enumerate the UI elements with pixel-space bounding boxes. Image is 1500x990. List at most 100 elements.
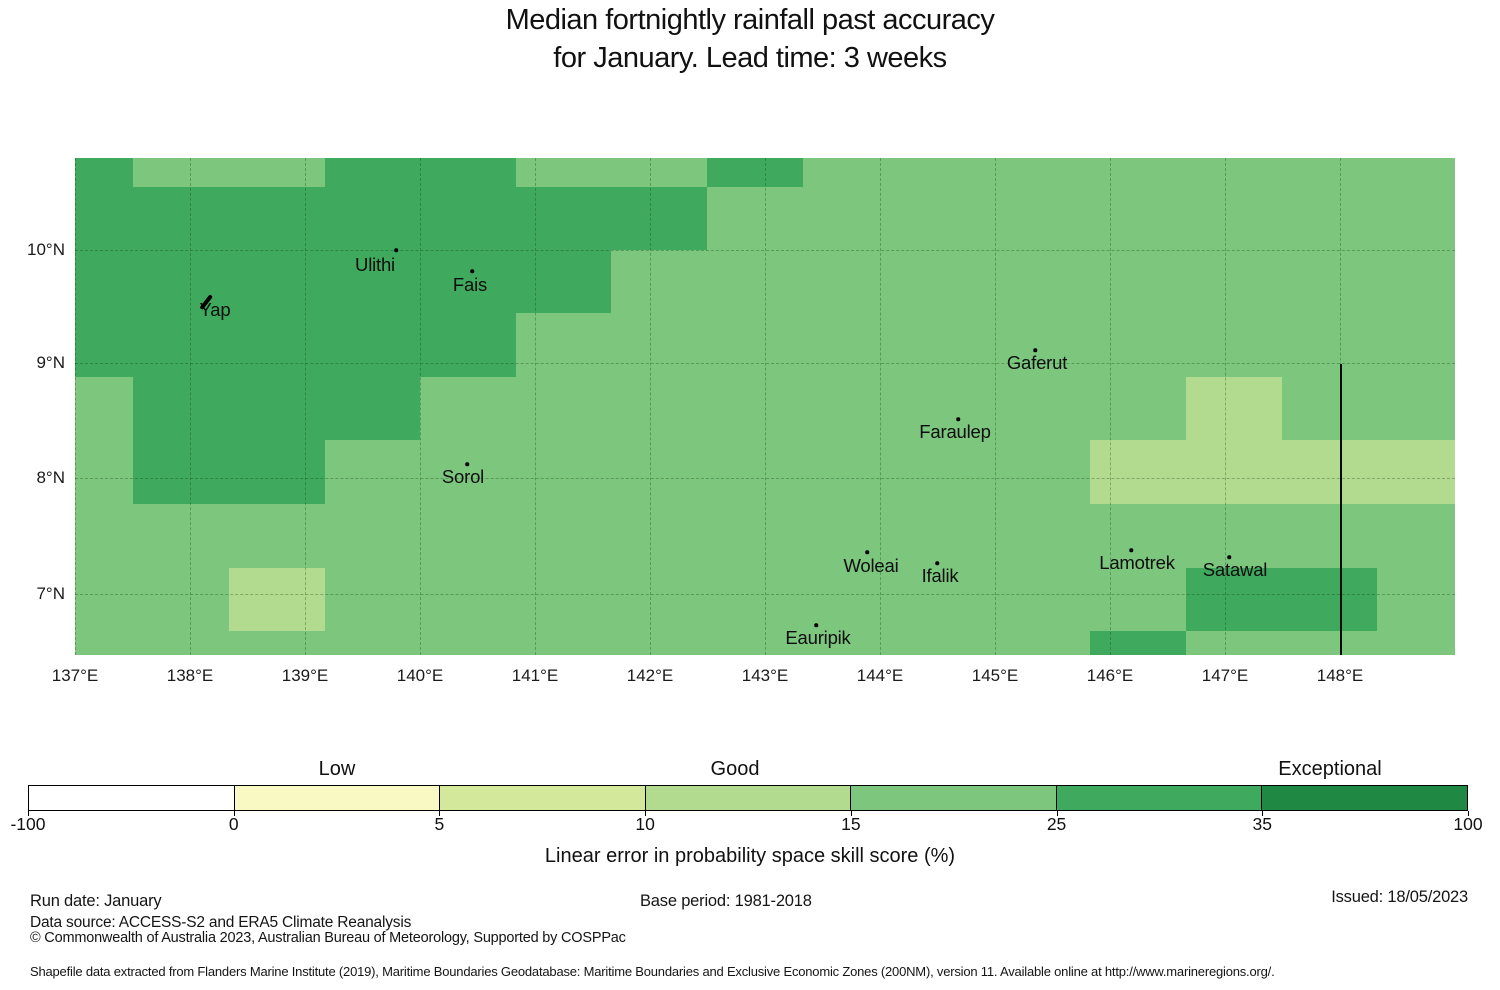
gridline-vertical	[995, 158, 996, 655]
skill-cell-10-15	[1186, 377, 1282, 440]
skill-cell-25-35	[1090, 631, 1186, 655]
gridline-vertical	[765, 158, 766, 655]
island-label-eauripik: Eauripik	[785, 627, 851, 648]
skill-cell-10-15	[1090, 440, 1455, 504]
island-marker-sorol-dot	[465, 462, 469, 466]
gridline-vertical	[75, 158, 76, 655]
colorbar-tick-label: 15	[841, 814, 861, 834]
colorbar-tick-label: 10	[635, 814, 655, 834]
colorbar-segment-25-to-35	[1055, 786, 1262, 810]
x-axis-tick-label: 138°E	[166, 666, 214, 685]
x-axis-tick-label: 145°E	[971, 666, 1019, 685]
colorbar-category-label-good: Good	[710, 758, 760, 780]
island-label-ifalik: Ifalik	[921, 565, 959, 586]
gridline-horizontal	[75, 250, 1455, 251]
colorbar-tick	[645, 811, 647, 816]
island-marker-lamotrek-dot	[1129, 548, 1133, 552]
x-axis-tick-label: 144°E	[856, 666, 904, 685]
x-axis-tick-label: 148°E	[1316, 666, 1364, 685]
colorbar-tick	[1468, 811, 1469, 816]
skill-cell-25-35	[75, 250, 611, 313]
skill-cell-25-35	[707, 158, 803, 187]
island-marker-fais-dot	[470, 269, 474, 273]
island-label-satawal: Satawal	[1202, 559, 1268, 580]
gridline-vertical	[1110, 158, 1111, 655]
gridline-vertical	[650, 158, 651, 655]
gridline-vertical	[535, 158, 536, 655]
x-axis-tick-label: 141°E	[511, 666, 559, 685]
chart-title-line1: Median fortnightly rainfall past accurac…	[505, 4, 995, 36]
colorbar-category-label-low: Low	[318, 758, 356, 780]
colorbar-tick-label: -100	[10, 814, 46, 834]
colorbar-segment-35-to-100	[1261, 786, 1468, 810]
skill-cell-25-35	[1186, 568, 1377, 631]
gridline-vertical	[305, 158, 306, 655]
x-axis-tick-label: 146°E	[1086, 666, 1134, 685]
colorbar-tick-label: 100	[1453, 814, 1483, 834]
colorbar-segment-10-to-15	[644, 786, 851, 810]
island-marker-eauripik-dot	[814, 623, 818, 627]
colorbar-tick-label: 35	[1252, 814, 1273, 834]
island-marker-gaferut-dot	[1033, 348, 1037, 352]
colorbar-tick	[233, 811, 235, 816]
gridline-vertical	[420, 158, 421, 655]
island-label-lamotrek: Lamotrek	[1099, 552, 1175, 573]
y-axis-tick-label: 7°N	[36, 584, 65, 603]
colorbar-tick-label: 5	[434, 814, 445, 834]
colorbar-segment--100-to-0	[29, 786, 234, 810]
skill-cell-25-35	[75, 313, 516, 377]
skill-cell-25-35	[75, 158, 133, 187]
colorbar	[28, 785, 1468, 811]
colorbar-tick	[439, 811, 441, 816]
colorbar-segment-0-to-5	[233, 786, 440, 810]
gridline-vertical	[880, 158, 881, 655]
run-date-text: Run date: January	[30, 892, 162, 910]
base-period-text: Base period: 1981-2018	[640, 892, 812, 910]
island-label-yap: Yap	[199, 299, 231, 320]
shapefile-attribution-text: Shapefile data extracted from Flanders M…	[30, 964, 1275, 979]
colorbar-tick-label: 0	[228, 814, 239, 834]
colorbar-segment-15-to-25	[850, 786, 1056, 810]
island-label-fais: Fais	[452, 274, 488, 295]
skill-cell-25-35	[133, 377, 420, 440]
x-axis-tick-label: 139°E	[281, 666, 329, 685]
x-axis-tick-label: 143°E	[741, 666, 789, 685]
colorbar-segment-5-to-10	[439, 786, 645, 810]
colorbar-tick-label: 25	[1046, 814, 1067, 834]
island-marker-faraulep-dot	[956, 417, 960, 421]
island-label-sorol: Sorol	[441, 466, 485, 487]
eez-boundary-line	[1340, 364, 1342, 655]
x-axis-tick-label: 147°E	[1201, 666, 1249, 685]
skill-cell-25-35	[325, 158, 516, 187]
island-label-ulithi: Ulithi	[355, 254, 395, 275]
gridline-vertical	[1225, 158, 1226, 655]
y-axis-tick-label: 8°N	[36, 468, 65, 487]
colorbar-tick	[1262, 811, 1264, 816]
issued-date-text: Issued: 18/05/2023	[1331, 888, 1468, 906]
island-marker-ifalik-dot	[935, 561, 939, 565]
y-axis-tick-label: 10°N	[27, 240, 65, 259]
gridline-horizontal	[75, 363, 1455, 364]
x-axis-tick-label: 140°E	[396, 666, 444, 685]
island-marker-satawal-dot	[1227, 555, 1231, 559]
skill-cell-25-35	[75, 187, 707, 250]
skill-cell-25-35	[133, 440, 325, 504]
gridline-vertical	[190, 158, 191, 655]
colorbar-tick	[850, 811, 852, 816]
island-label-woleai: Woleai	[843, 555, 899, 576]
copyright-text: © Commonwealth of Australia 2023, Austra…	[30, 930, 626, 946]
gridline-horizontal	[75, 478, 1455, 479]
data-source-text: Data source: ACCESS-S2 and ERA5 Climate …	[30, 914, 412, 931]
x-axis-tick-label: 137°E	[51, 666, 99, 685]
chart-title-line2: for January. Lead time: 3 weeks	[553, 42, 947, 74]
colorbar-category-label-exceptional: Exceptional	[1278, 758, 1382, 780]
skill-cell-10-15	[229, 568, 325, 631]
map-plot: Yap Ulithi Fais Sorol Gaferut Faraulep Woleai I…	[75, 158, 1455, 655]
gridline-horizontal	[75, 594, 1455, 595]
colorbar-tick	[1056, 811, 1058, 816]
island-label-gaferut: Gaferut	[1006, 352, 1068, 373]
colorbar-axis-label: Linear error in probability space skill …	[544, 845, 956, 867]
colorbar-tick	[28, 811, 29, 816]
y-axis-tick-label: 9°N	[36, 353, 65, 372]
